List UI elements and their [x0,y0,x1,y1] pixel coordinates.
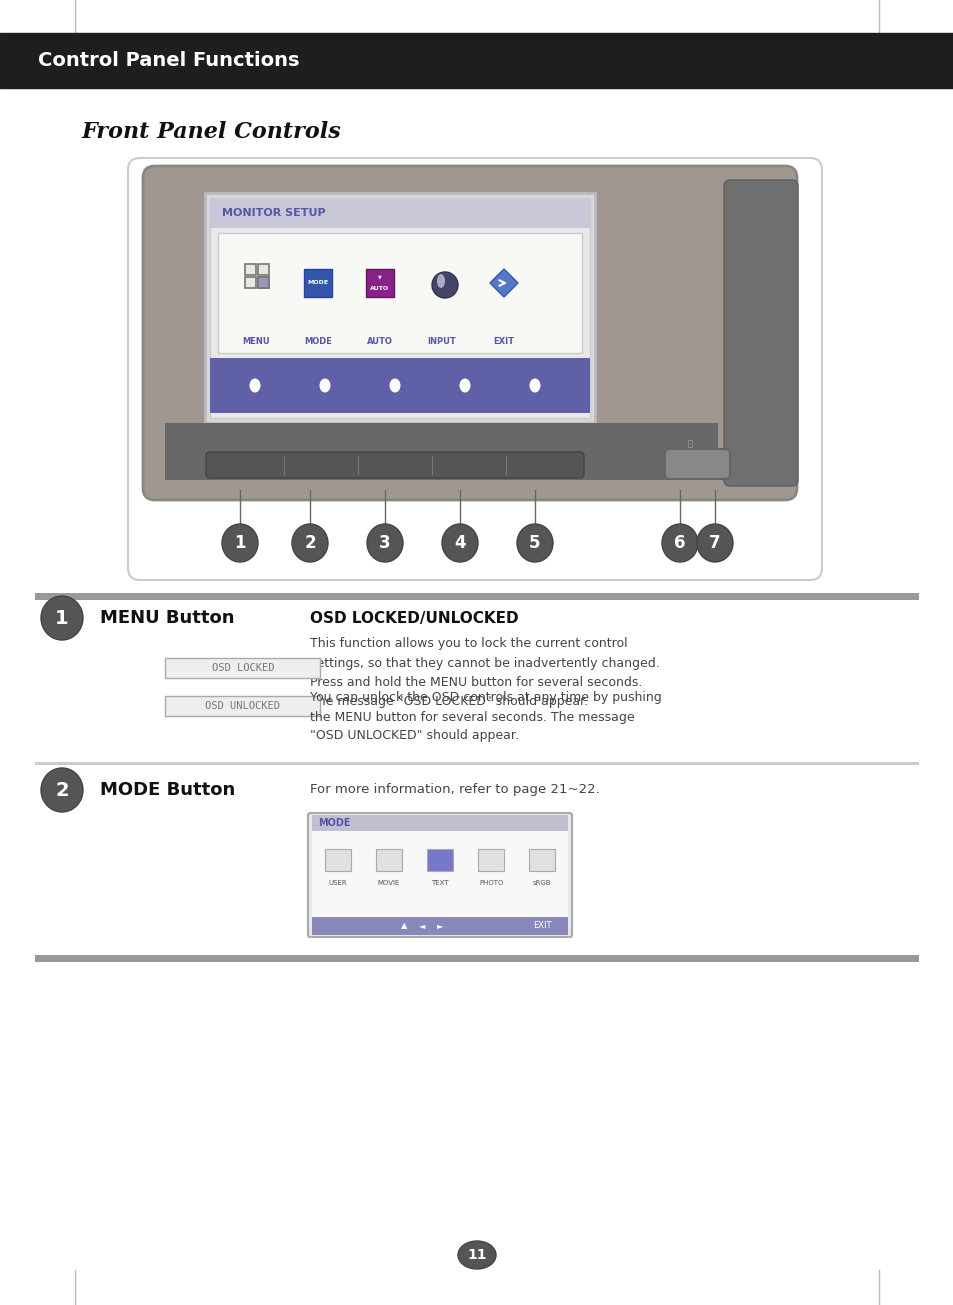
FancyBboxPatch shape [206,452,583,478]
Text: Front Panel Controls: Front Panel Controls [82,121,341,144]
Bar [35,955,918,962]
Text: ▼: ▼ [377,274,381,279]
Bar [245,264,255,275]
Text: Press and hold the MENU button for several seconds.: Press and hold the MENU button for sever… [310,676,641,689]
Text: ▲: ▲ [400,921,407,930]
Bar [210,358,589,412]
Text: MODE: MODE [317,818,350,827]
Text: "OSD UNLOCKED" should appear.: "OSD UNLOCKED" should appear. [310,729,518,743]
Bar [257,277,269,288]
Ellipse shape [389,378,400,393]
Bar [218,234,581,352]
Bar [427,850,453,870]
Text: settings, so that they cannot be inadvertently changed.: settings, so that they cannot be inadver… [310,656,659,669]
Bar [165,658,319,679]
Circle shape [432,271,457,298]
Ellipse shape [441,525,477,562]
Text: 7: 7 [708,534,720,552]
Ellipse shape [697,525,732,562]
Text: OSD LOCKED: OSD LOCKED [212,663,274,673]
Bar [35,762,918,765]
Text: ►: ► [436,921,443,930]
Ellipse shape [517,525,553,562]
Text: 2: 2 [55,780,69,800]
FancyBboxPatch shape [664,449,729,479]
Text: OSD UNLOCKED: OSD UNLOCKED [205,701,280,711]
Bar [375,850,401,870]
Ellipse shape [529,378,540,393]
Ellipse shape [319,378,330,393]
Text: AUTO: AUTO [367,337,393,346]
Text: 11: 11 [467,1248,486,1262]
Ellipse shape [41,596,83,639]
Text: The message "OSD LOCKED" should appear.: The message "OSD LOCKED" should appear. [310,694,587,707]
Text: OSD LOCKED/UNLOCKED: OSD LOCKED/UNLOCKED [310,611,518,625]
Text: MODE: MODE [304,337,332,346]
Text: the MENU button for several seconds. The message: the MENU button for several seconds. The… [310,710,634,723]
Text: Control Panel Functions: Control Panel Functions [38,51,299,70]
Text: For more information, refer to page 21~22.: For more information, refer to page 21~2… [310,783,599,796]
Bar [304,269,332,298]
Ellipse shape [292,525,328,562]
Text: PHOTO: PHOTO [478,880,503,886]
Text: This function allows you to lock the current control: This function allows you to lock the cur… [310,638,627,650]
Ellipse shape [367,525,402,562]
Text: sRGB: sRGB [533,880,551,886]
Ellipse shape [250,378,260,393]
Text: TEXT: TEXT [431,880,448,886]
Bar [529,850,555,870]
Ellipse shape [41,769,83,812]
Bar [477,850,504,870]
Bar [35,592,918,600]
Bar [257,277,269,288]
Polygon shape [490,269,517,298]
Bar [245,277,255,288]
Text: 1: 1 [55,608,69,628]
FancyBboxPatch shape [308,813,572,937]
Text: EXIT: EXIT [493,337,514,346]
Text: 5: 5 [529,534,540,552]
Bar [257,264,269,275]
Bar [312,831,567,917]
FancyBboxPatch shape [723,180,797,485]
FancyBboxPatch shape [143,166,796,500]
Bar [165,423,718,480]
Bar [210,198,589,418]
Text: 2: 2 [304,534,315,552]
Text: 6: 6 [674,534,685,552]
Ellipse shape [222,525,257,562]
Text: MOVIE: MOVIE [377,880,399,886]
Text: MONITOR SETUP: MONITOR SETUP [222,207,325,218]
Text: 1: 1 [234,534,246,552]
Text: AUTO: AUTO [370,286,389,291]
Text: MENU Button: MENU Button [100,609,234,626]
Text: USER: USER [328,880,347,886]
Text: MENU: MENU [242,337,270,346]
Ellipse shape [457,1241,496,1268]
Text: MODE Button: MODE Button [100,780,235,799]
Text: MODE: MODE [307,281,328,286]
Bar [312,917,567,934]
Bar [312,816,567,831]
Text: INPUT: INPUT [427,337,456,346]
Text: EXIT: EXIT [532,921,551,930]
Text: ⏻: ⏻ [687,440,692,449]
Ellipse shape [459,378,470,393]
Ellipse shape [436,274,444,288]
Bar [165,696,319,716]
Bar [210,198,589,228]
Text: You can unlock the OSD controls at any time by pushing: You can unlock the OSD controls at any t… [310,692,661,705]
Text: ◄: ◄ [418,921,425,930]
Text: 4: 4 [454,534,465,552]
Bar [366,269,394,298]
Ellipse shape [661,525,698,562]
Bar [205,193,595,423]
Bar [0,33,953,87]
Text: 3: 3 [378,534,391,552]
Bar [324,850,351,870]
